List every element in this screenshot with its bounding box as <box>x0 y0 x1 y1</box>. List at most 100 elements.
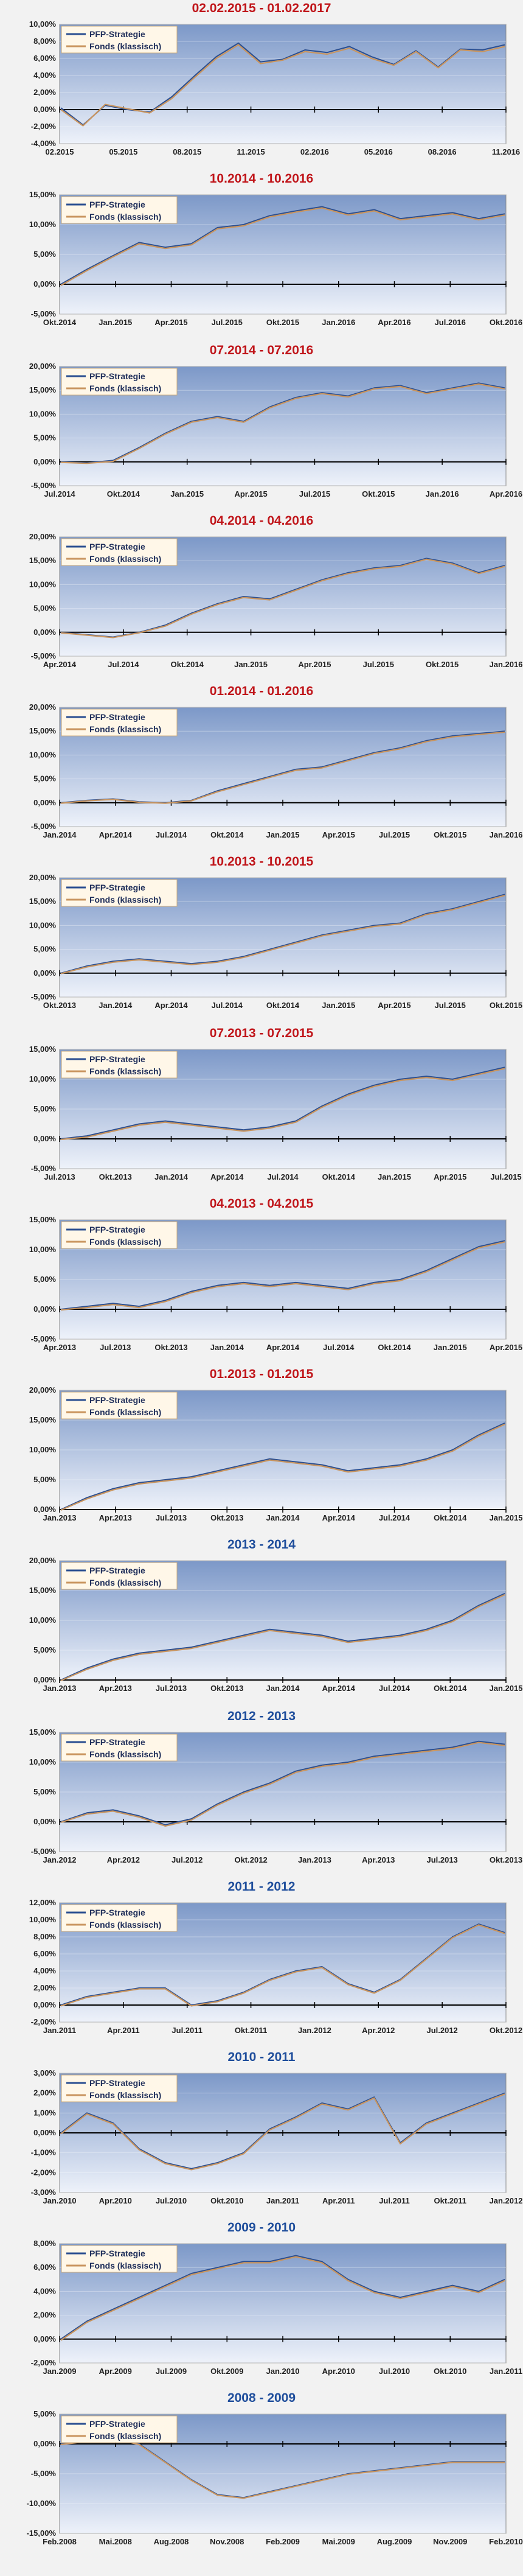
strategy-line <box>60 1066 505 1139</box>
y-tick-label: 4,00% <box>33 71 56 80</box>
y-tick-label: -5,00% <box>31 822 57 831</box>
chart-panel: 2011 - 2012 -2,00% 0,00% 2,00% 4,00% 6,00% 8,0… <box>0 1878 523 2049</box>
legend-label-strategy: PFP-Strategie <box>89 1054 145 1064</box>
x-tick-label: Apr.2014 <box>43 660 77 669</box>
y-tick-label: -5,00% <box>31 2469 57 2478</box>
y-tick-label: -5,00% <box>31 481 57 490</box>
y-tick-label: 15,00% <box>29 190 57 199</box>
y-tick-label: 0,00% <box>33 457 56 466</box>
legend-label-fund: Fonds (klassisch) <box>89 1578 161 1587</box>
y-tick-label: 2,00% <box>33 2088 56 2098</box>
x-tick-label: Okt.2012 <box>490 2026 522 2035</box>
y-tick-label: 6,00% <box>33 1949 56 1958</box>
x-tick-label: Jul.2013 <box>156 1684 187 1693</box>
y-tick-label: 5,00% <box>33 945 56 954</box>
x-tick-label: 08.2016 <box>428 147 457 156</box>
x-tick-label: Jan.2016 <box>322 318 355 327</box>
x-tick-label: Apr.2010 <box>99 2196 132 2205</box>
x-tick-label: Apr.2014 <box>322 1684 356 1693</box>
x-tick-label: Jul.2015 <box>363 660 394 669</box>
legend-label-fund: Fonds (klassisch) <box>89 554 161 564</box>
legend-label-strategy: PFP-Strategie <box>89 371 145 381</box>
legend-box <box>61 538 178 566</box>
legend-label-fund: Fonds (klassisch) <box>89 895 161 905</box>
x-tick-label: Apr.2014 <box>266 1343 300 1352</box>
chart-svg: -5,00% 0,00% 5,00% 10,00% 15,00% 20,00% Okt.20… <box>29 873 522 1010</box>
x-tick-label: Apr.2013 <box>99 1513 132 1522</box>
y-tick-label: 10,00% <box>29 1915 57 1924</box>
y-tick-label: 15,00% <box>29 385 57 394</box>
x-tick-label: Jul.2016 <box>435 318 466 327</box>
legend-label-fund: Fonds (klassisch) <box>89 1749 161 1759</box>
y-tick-label: 20,00% <box>29 1385 57 1395</box>
x-tick-label: Okt.2014 <box>43 318 77 327</box>
chart-svg: -5,00% 0,00% 5,00% 10,00% 15,00% 20,00% Jan.20… <box>29 702 523 839</box>
strategy-line <box>60 1240 505 1310</box>
legend-label-strategy: PFP-Strategie <box>89 883 145 892</box>
chart-title: 01.2013 - 01.2015 <box>209 1367 314 1381</box>
legend-label-fund: Fonds (klassisch) <box>89 41 161 51</box>
chart-title: 04.2013 - 04.2015 <box>209 1197 314 1211</box>
y-tick-label: 0,00% <box>33 279 56 289</box>
y-tick-label: 15,00% <box>29 556 57 565</box>
chart-panel: 2009 - 2010 -2,00% 0,00% 2,00% 4,00% 6,00% 8,0… <box>0 2219 523 2390</box>
legend-box <box>61 2074 178 2102</box>
x-tick-label: Apr.2014 <box>154 1001 188 1010</box>
y-tick-label: 15,00% <box>29 1215 57 1224</box>
x-tick-label: Jul.2014 <box>108 660 139 669</box>
legend-box <box>61 1904 178 1932</box>
y-tick-label: 10,00% <box>29 1074 57 1083</box>
fund-line <box>60 2256 505 2341</box>
x-tick-label: Apr.2014 <box>322 1513 356 1522</box>
x-tick-label: Feb.2008 <box>43 2537 77 2546</box>
x-tick-label: Jul.2013 <box>156 1513 187 1522</box>
x-tick-label: Jul.2015 <box>490 1172 521 1181</box>
x-tick-label: Apr.2015 <box>154 318 187 327</box>
legend-label-strategy: PFP-Strategie <box>89 542 145 551</box>
y-tick-label: -10,00% <box>27 2499 57 2508</box>
x-tick-label: Jul.2014 <box>323 1343 355 1352</box>
x-tick-label: Jul.2013 <box>426 1855 457 1864</box>
chart-title: 10.2013 - 10.2015 <box>209 855 314 869</box>
fund-line <box>60 44 505 127</box>
x-tick-label: Okt.2010 <box>210 2196 243 2205</box>
x-tick-label: 05.2016 <box>364 147 393 156</box>
y-tick-label: 5,00% <box>33 774 56 783</box>
y-tick-label: -2,00% <box>31 2168 57 2177</box>
legend-box <box>61 26 178 54</box>
legend-label-strategy: PFP-Strategie <box>89 1737 145 1747</box>
y-tick-label: 15,00% <box>29 1045 57 1054</box>
x-tick-label: Jan.2010 <box>266 2367 300 2376</box>
chart-svg: -3,00% -2,00% -1,00% 0,00% 1,00% 2,00% 3,00% Ja… <box>31 2068 523 2205</box>
x-tick-label: Jan.2011 <box>490 2367 522 2376</box>
legend: PFP-Strategie Fonds (klassisch) <box>61 368 178 396</box>
x-tick-label: Okt.2013 <box>154 1343 187 1352</box>
legend: PFP-Strategie Fonds (klassisch) <box>61 538 178 566</box>
y-tick-label: 10,00% <box>29 1445 57 1454</box>
chart-svg: -5,00% 0,00% 5,00% 10,00% 15,00% Jul.2013 Okt.… <box>29 1045 522 1181</box>
x-tick-label: Apr.2014 <box>210 1172 244 1181</box>
y-tick-label: -5,00% <box>31 1847 57 1856</box>
legend-box <box>61 196 178 224</box>
y-tick-label: -5,00% <box>31 992 57 1001</box>
legend-label-strategy: PFP-Strategie <box>89 2249 145 2258</box>
x-tick-label: Jul.2014 <box>212 1001 243 1010</box>
x-tick-label: Jan.2014 <box>99 1001 133 1010</box>
x-tick-label: Mai.2008 <box>99 2537 132 2546</box>
x-tick-label: Jan.2016 <box>426 489 459 499</box>
legend-label-fund: Fonds (klassisch) <box>89 1407 161 1417</box>
y-tick-label: 5,00% <box>33 250 56 259</box>
y-tick-label: 10,00% <box>29 579 57 589</box>
chart-title: 2008 - 2009 <box>227 2391 296 2405</box>
y-tick-label: 10,00% <box>29 750 57 759</box>
legend-box <box>61 2245 178 2273</box>
y-tick-label: 4,00% <box>33 2286 56 2295</box>
chart-title: 04.2014 - 04.2016 <box>209 514 314 528</box>
chart-svg: -2,00% 0,00% 2,00% 4,00% 6,00% 8,00% 10,00% 12,… <box>29 1898 522 2035</box>
x-tick-label: Apr.2016 <box>490 489 522 499</box>
y-tick-label: 0,00% <box>33 2000 56 2009</box>
x-tick-label: Aug.2008 <box>154 2537 189 2546</box>
chart-panel: 01.2014 - 01.2016 -5,00% 0,00% 5,00% 10,00% 1… <box>0 683 523 853</box>
legend-label-fund: Fonds (klassisch) <box>89 383 161 393</box>
